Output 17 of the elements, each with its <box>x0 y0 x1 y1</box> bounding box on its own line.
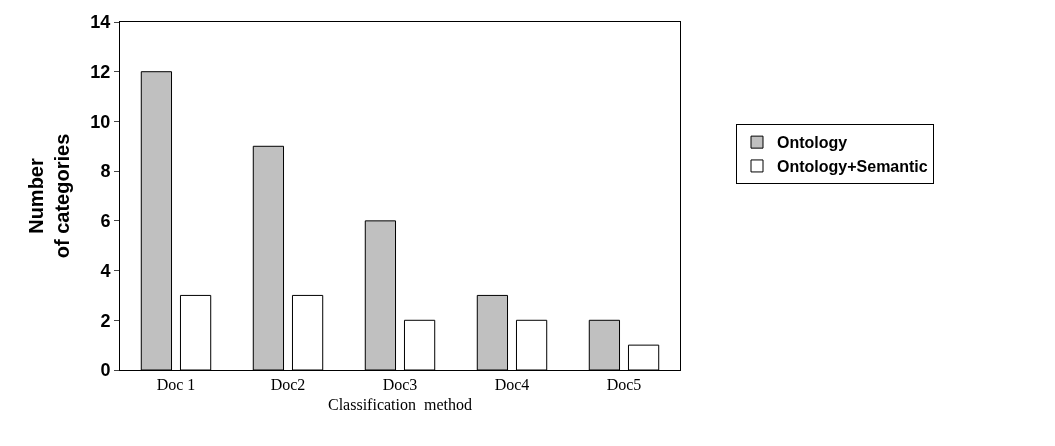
legend-label: Ontology+Semantic <box>777 158 928 176</box>
y-tick-label: 2 <box>100 310 111 331</box>
x-tick-label: Doc2 <box>270 376 306 394</box>
y-tick-label: 14 <box>90 12 111 33</box>
y-tick-label: 10 <box>90 111 111 132</box>
x-tick-label: Doc3 <box>382 376 418 394</box>
y-tick-label: 12 <box>90 62 111 83</box>
y-tick-label: 0 <box>100 360 111 381</box>
y-tick-label: 6 <box>100 211 111 232</box>
x-tick-label: Doc5 <box>606 376 642 394</box>
y-tick-label: 4 <box>100 260 111 281</box>
legend-label: Ontology <box>777 134 848 152</box>
y-tick-label: 8 <box>100 161 111 182</box>
y-axis-title: Number of categories <box>24 133 73 259</box>
x-tick-label: Doc4 <box>494 376 530 394</box>
x-axis-title: Classification method <box>328 395 472 413</box>
x-tick-label: Doc 1 <box>156 376 196 394</box>
